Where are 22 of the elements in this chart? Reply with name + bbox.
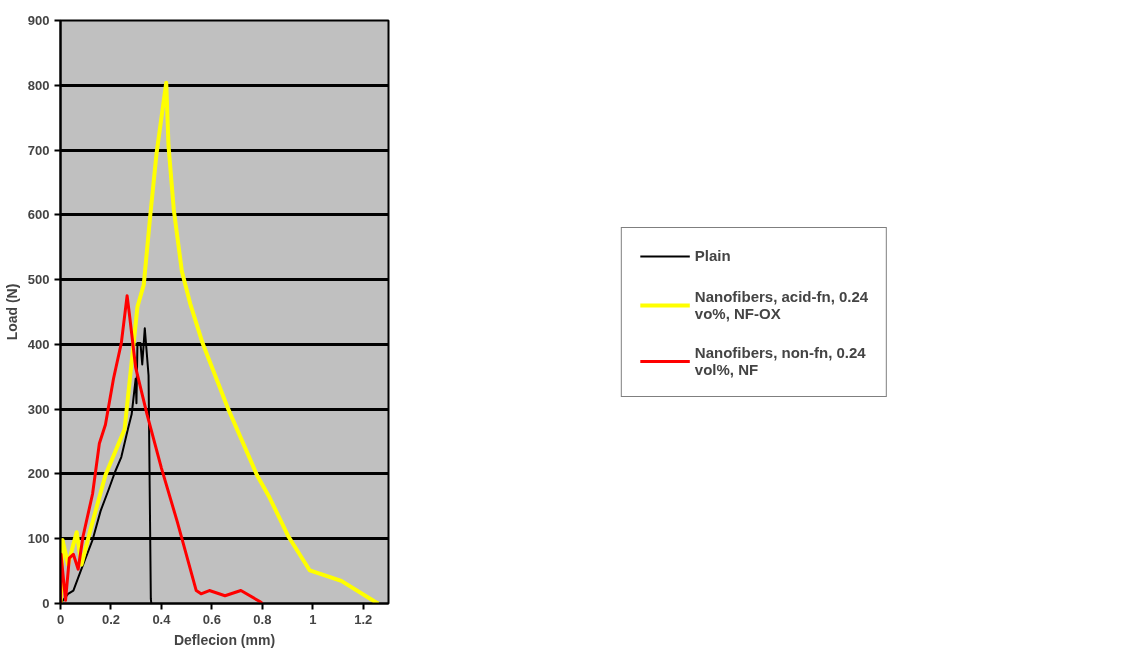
- y-tick-label: 400: [27, 336, 50, 352]
- x-tick-label: 0.2: [101, 611, 120, 627]
- x-tick-label: 0: [56, 611, 65, 627]
- y-tick-label: 100: [27, 531, 50, 547]
- y-tick-label: 500: [27, 272, 50, 288]
- legend-label: Nanofibers, acid-fn, 0.24 vo%, NF-OX: [694, 287, 869, 322]
- x-tick-label: 0.6: [202, 611, 221, 627]
- x-axis-title: Deflecion (mm): [173, 631, 276, 648]
- y-tick-label: 600: [27, 207, 50, 223]
- x-tick-label: 0.4: [152, 611, 172, 627]
- x-tick-label: 0.8: [253, 611, 272, 627]
- legend-label: Plain: [694, 246, 731, 266]
- x-tick-label: 1: [309, 611, 317, 627]
- y-tick-label: 700: [27, 142, 50, 158]
- x-tick-label: 1.2: [354, 611, 373, 627]
- y-tick-label: 300: [27, 401, 50, 417]
- y-tick-label: 900: [27, 13, 50, 28]
- legend-label: Nanofibers, non-fn, 0.24 vol%, NF: [694, 343, 866, 378]
- y-tick-label: 200: [27, 466, 50, 482]
- y-axis-title: Load (N): [3, 283, 20, 341]
- y-tick-label: 800: [27, 77, 50, 93]
- y-tick-label: 0: [42, 596, 50, 611]
